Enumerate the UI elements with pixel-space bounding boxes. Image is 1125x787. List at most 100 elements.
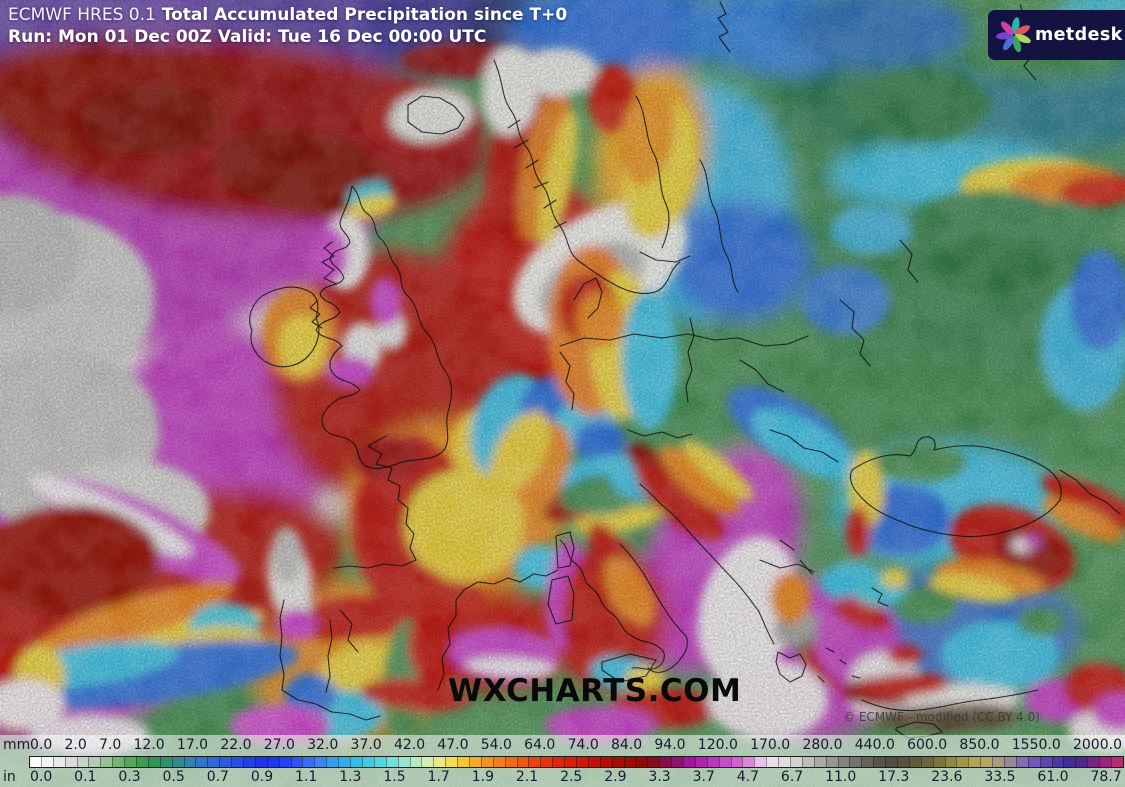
colorbar-segment	[706, 757, 719, 767]
colorbar-segment	[373, 757, 386, 767]
legend-mm-value: 64.0	[524, 737, 556, 753]
legend-in-value: 17.3	[878, 769, 910, 785]
colorbar-segment	[1063, 757, 1076, 767]
colorbar-segment	[409, 757, 422, 767]
metdesk-wordmark: metdesk	[1035, 25, 1123, 45]
colorbar-segment	[302, 757, 315, 767]
colorbar-segment	[112, 757, 125, 767]
legend-in-value: 0.3	[118, 769, 141, 785]
colorbar-segment	[528, 757, 541, 767]
chart-title-line: ECMWF HRES 0.1 Total Accumulated Precipi…	[8, 4, 567, 26]
colorbar-segment	[694, 757, 707, 767]
legend-colorbar	[29, 756, 1124, 768]
colorbar-segment	[873, 757, 886, 767]
colorbar-segment	[730, 757, 743, 767]
legend-mm-value: 0.0	[30, 737, 53, 753]
colorbar-segment	[790, 757, 802, 767]
legend-in-value: 61.0	[1037, 769, 1069, 785]
legend-in-value: 2.9	[604, 769, 627, 785]
colorbar-segment	[492, 757, 505, 767]
legend-mm-value: 170.0	[750, 737, 791, 753]
colorbar-segment	[1051, 757, 1064, 767]
legend-in-value: 1.1	[295, 769, 318, 785]
ecmwf-attribution: © ECMWF - modified (CC BY 4.0)	[843, 710, 1040, 724]
colorbar-segment	[243, 757, 255, 767]
legend-in-value: 0.1	[74, 769, 97, 785]
colorbar-segment	[778, 757, 790, 767]
colorbar-segment	[124, 757, 137, 767]
legend-in-value: 1.9	[471, 769, 494, 785]
legend-mm-value: 120.0	[697, 737, 738, 753]
colorbar-segment	[254, 757, 267, 767]
colorbar-segment	[944, 757, 957, 767]
legend-unit-mm: mm	[3, 737, 31, 753]
legend-in-value: 23.6	[931, 769, 963, 785]
colorbar-segment	[159, 757, 172, 767]
legend-in-value: 1.7	[427, 769, 450, 785]
colorbar-segment	[1111, 757, 1123, 767]
legend-mm-value: 2.0	[64, 737, 87, 753]
legend-mm-value: 2000.0	[1072, 737, 1122, 753]
colorbar-segment	[457, 757, 469, 767]
colorbar-segment	[932, 757, 945, 767]
colorbar-segment	[468, 757, 481, 767]
colorbar-segment	[837, 757, 850, 767]
metdesk-logo: metdesk	[988, 10, 1125, 60]
legend-in-value: 78.7	[1090, 769, 1122, 785]
legend-mm-value: 54.0	[480, 737, 512, 753]
legend-mm-value: 42.0	[393, 737, 426, 753]
legend-in-value: 0.9	[250, 769, 274, 785]
chart-header: ECMWF HRES 0.1 Total Accumulated Precipi…	[8, 4, 567, 48]
legend-mm-value: 12.0	[133, 737, 165, 753]
legend-mm-value: 22.0	[220, 737, 252, 753]
colorbar-segment	[397, 757, 410, 767]
colorbar-segment	[1099, 757, 1112, 767]
chart-title: Total Accumulated Precipitation since T+…	[161, 5, 568, 25]
colorbar-segment	[314, 757, 327, 767]
legend-mm-value: 84.0	[610, 737, 643, 753]
colorbar-segment	[1027, 757, 1040, 767]
colorbar-segment	[30, 757, 41, 767]
colorbar-segment	[195, 757, 208, 767]
colorbar-segment	[480, 757, 493, 767]
colorbar-segment	[504, 757, 517, 767]
colorbar-segment	[718, 757, 731, 767]
legend-mm-value: 7.0	[99, 737, 122, 753]
legend-in-value: 2.5	[560, 769, 583, 785]
colorbar-segment	[813, 757, 826, 767]
colorbar-segment	[445, 757, 458, 767]
colorbar-segment	[40, 757, 53, 767]
colorbar-segment	[540, 757, 553, 767]
colorbar-segment	[623, 757, 636, 767]
legend-mm-value: 280.0	[802, 737, 843, 753]
legend-mm-value: 32.0	[307, 737, 339, 753]
colorbar-segment	[671, 757, 683, 767]
colorbar-segment	[421, 757, 434, 767]
colorbar-segment	[1015, 757, 1028, 767]
legend-mm-value: 17.0	[176, 737, 209, 753]
colorbar-segment	[147, 757, 160, 767]
legend-in-value: 0.5	[162, 769, 185, 785]
wxcharts-watermark: WXCHARTS.COM	[448, 673, 742, 709]
colorbar-segment	[552, 757, 565, 767]
legend-in-value: 1.5	[383, 769, 406, 785]
colorbar-segment	[992, 757, 1005, 767]
colorbar-segment	[183, 757, 196, 767]
colorbar-segment	[385, 757, 398, 767]
colorbar-segment	[136, 757, 148, 767]
legend-mm-value: 47.0	[437, 737, 469, 753]
colorbar-segment	[635, 757, 648, 767]
legend-in-value: 0.0	[30, 769, 53, 785]
colorbar-segment	[956, 757, 969, 767]
colorbar-segment	[231, 757, 244, 767]
colorbar-segment	[742, 757, 755, 767]
colorbar-segment	[920, 757, 933, 767]
legend-mm-value: 440.0	[854, 737, 895, 753]
colorbar-segment	[266, 757, 279, 767]
colorbar-segment	[682, 757, 695, 767]
colorbar-segment	[1039, 757, 1052, 767]
colorbar-segment	[599, 757, 612, 767]
colorbar-segment	[659, 757, 672, 767]
